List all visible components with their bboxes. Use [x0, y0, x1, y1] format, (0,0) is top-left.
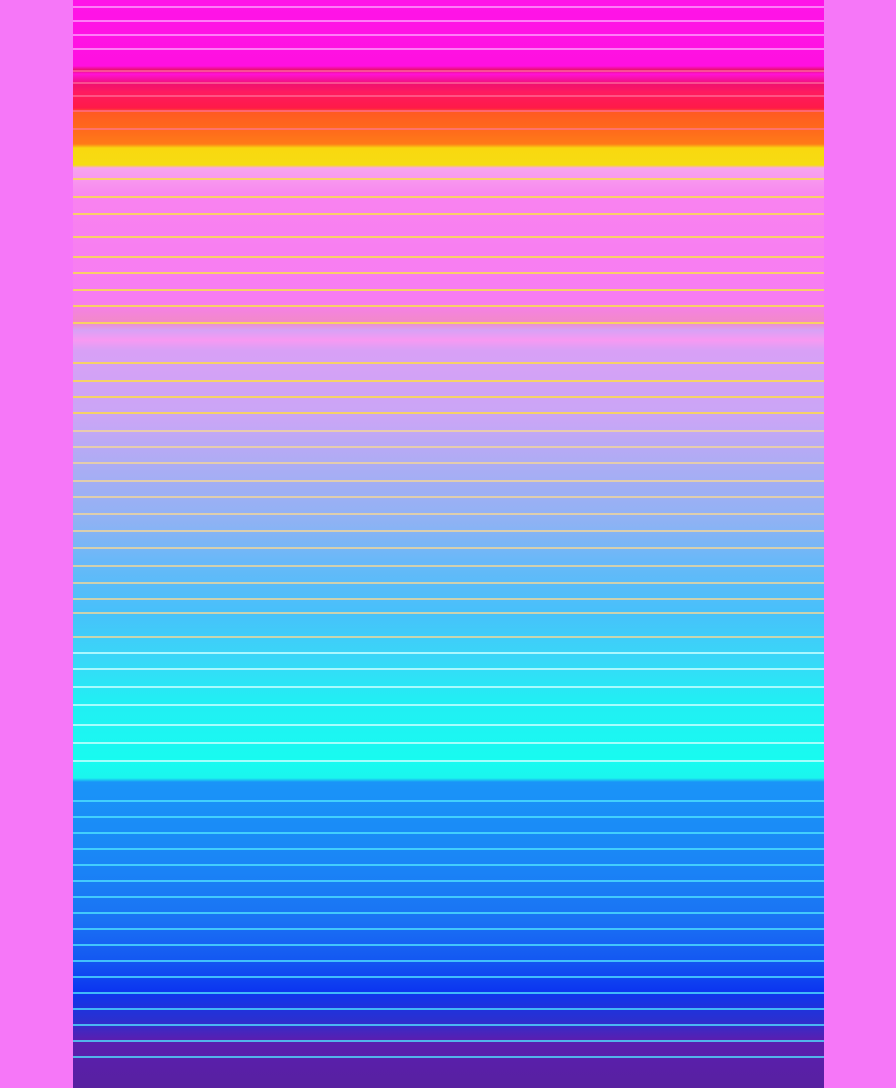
stripe-line	[73, 880, 824, 882]
stripe-line	[73, 362, 824, 364]
stripe-line	[73, 82, 824, 84]
stripe-line	[73, 95, 824, 97]
stripe-line	[73, 496, 824, 498]
stripe-line	[73, 832, 824, 834]
stripe-line	[73, 742, 824, 744]
stripe-line	[73, 70, 824, 72]
stripe-line	[73, 1056, 824, 1058]
stripe-line	[73, 1024, 824, 1026]
stripe-line	[73, 128, 824, 130]
stripe-line	[73, 446, 824, 448]
stripe-line	[73, 976, 824, 978]
stripe-line	[73, 462, 824, 464]
stripe-line	[73, 724, 824, 726]
stripe-line	[73, 704, 824, 706]
stripe-line	[73, 1008, 824, 1010]
stripe-line	[73, 236, 824, 238]
stripe-line	[73, 305, 824, 307]
stripe-line	[73, 20, 824, 22]
stripe-line	[73, 565, 824, 567]
stripe-line	[73, 110, 824, 112]
stripe-line	[73, 912, 824, 914]
stripe-line	[73, 582, 824, 584]
striped-gradient-panel	[73, 0, 824, 1088]
stripe-line	[73, 547, 824, 549]
stripe-line	[73, 48, 824, 50]
stripe-line	[73, 430, 824, 432]
stripe-line	[73, 992, 824, 994]
stripe-line	[73, 944, 824, 946]
stripe-line	[73, 848, 824, 850]
stripe-line	[73, 213, 824, 215]
stripe-line	[73, 612, 824, 614]
stripe-line	[73, 380, 824, 382]
stripe-line	[73, 760, 824, 762]
stripe-line	[73, 1040, 824, 1042]
stripe-line	[73, 196, 824, 198]
stripe-line	[73, 289, 824, 291]
stripe-line	[73, 668, 824, 670]
stripe-line	[73, 800, 824, 802]
stripe-line	[73, 256, 824, 258]
stripe-line	[73, 816, 824, 818]
stripe-line	[73, 396, 824, 398]
stripe-line	[73, 960, 824, 962]
stripe-line	[73, 686, 824, 688]
stripe-line	[73, 636, 824, 638]
stripe-line	[73, 896, 824, 898]
stripe-line	[73, 652, 824, 654]
stripe-line	[73, 34, 824, 36]
stripe-line	[73, 513, 824, 515]
stripe-line	[73, 928, 824, 930]
stripe-line	[73, 412, 824, 414]
stripe-line	[73, 178, 824, 180]
stripe-line	[73, 272, 824, 274]
stripe-line	[73, 598, 824, 600]
stripe-line	[73, 530, 824, 532]
stripe-line	[73, 480, 824, 482]
stripe-line	[73, 6, 824, 8]
stripe-line	[73, 864, 824, 866]
stripe-line	[73, 322, 824, 324]
